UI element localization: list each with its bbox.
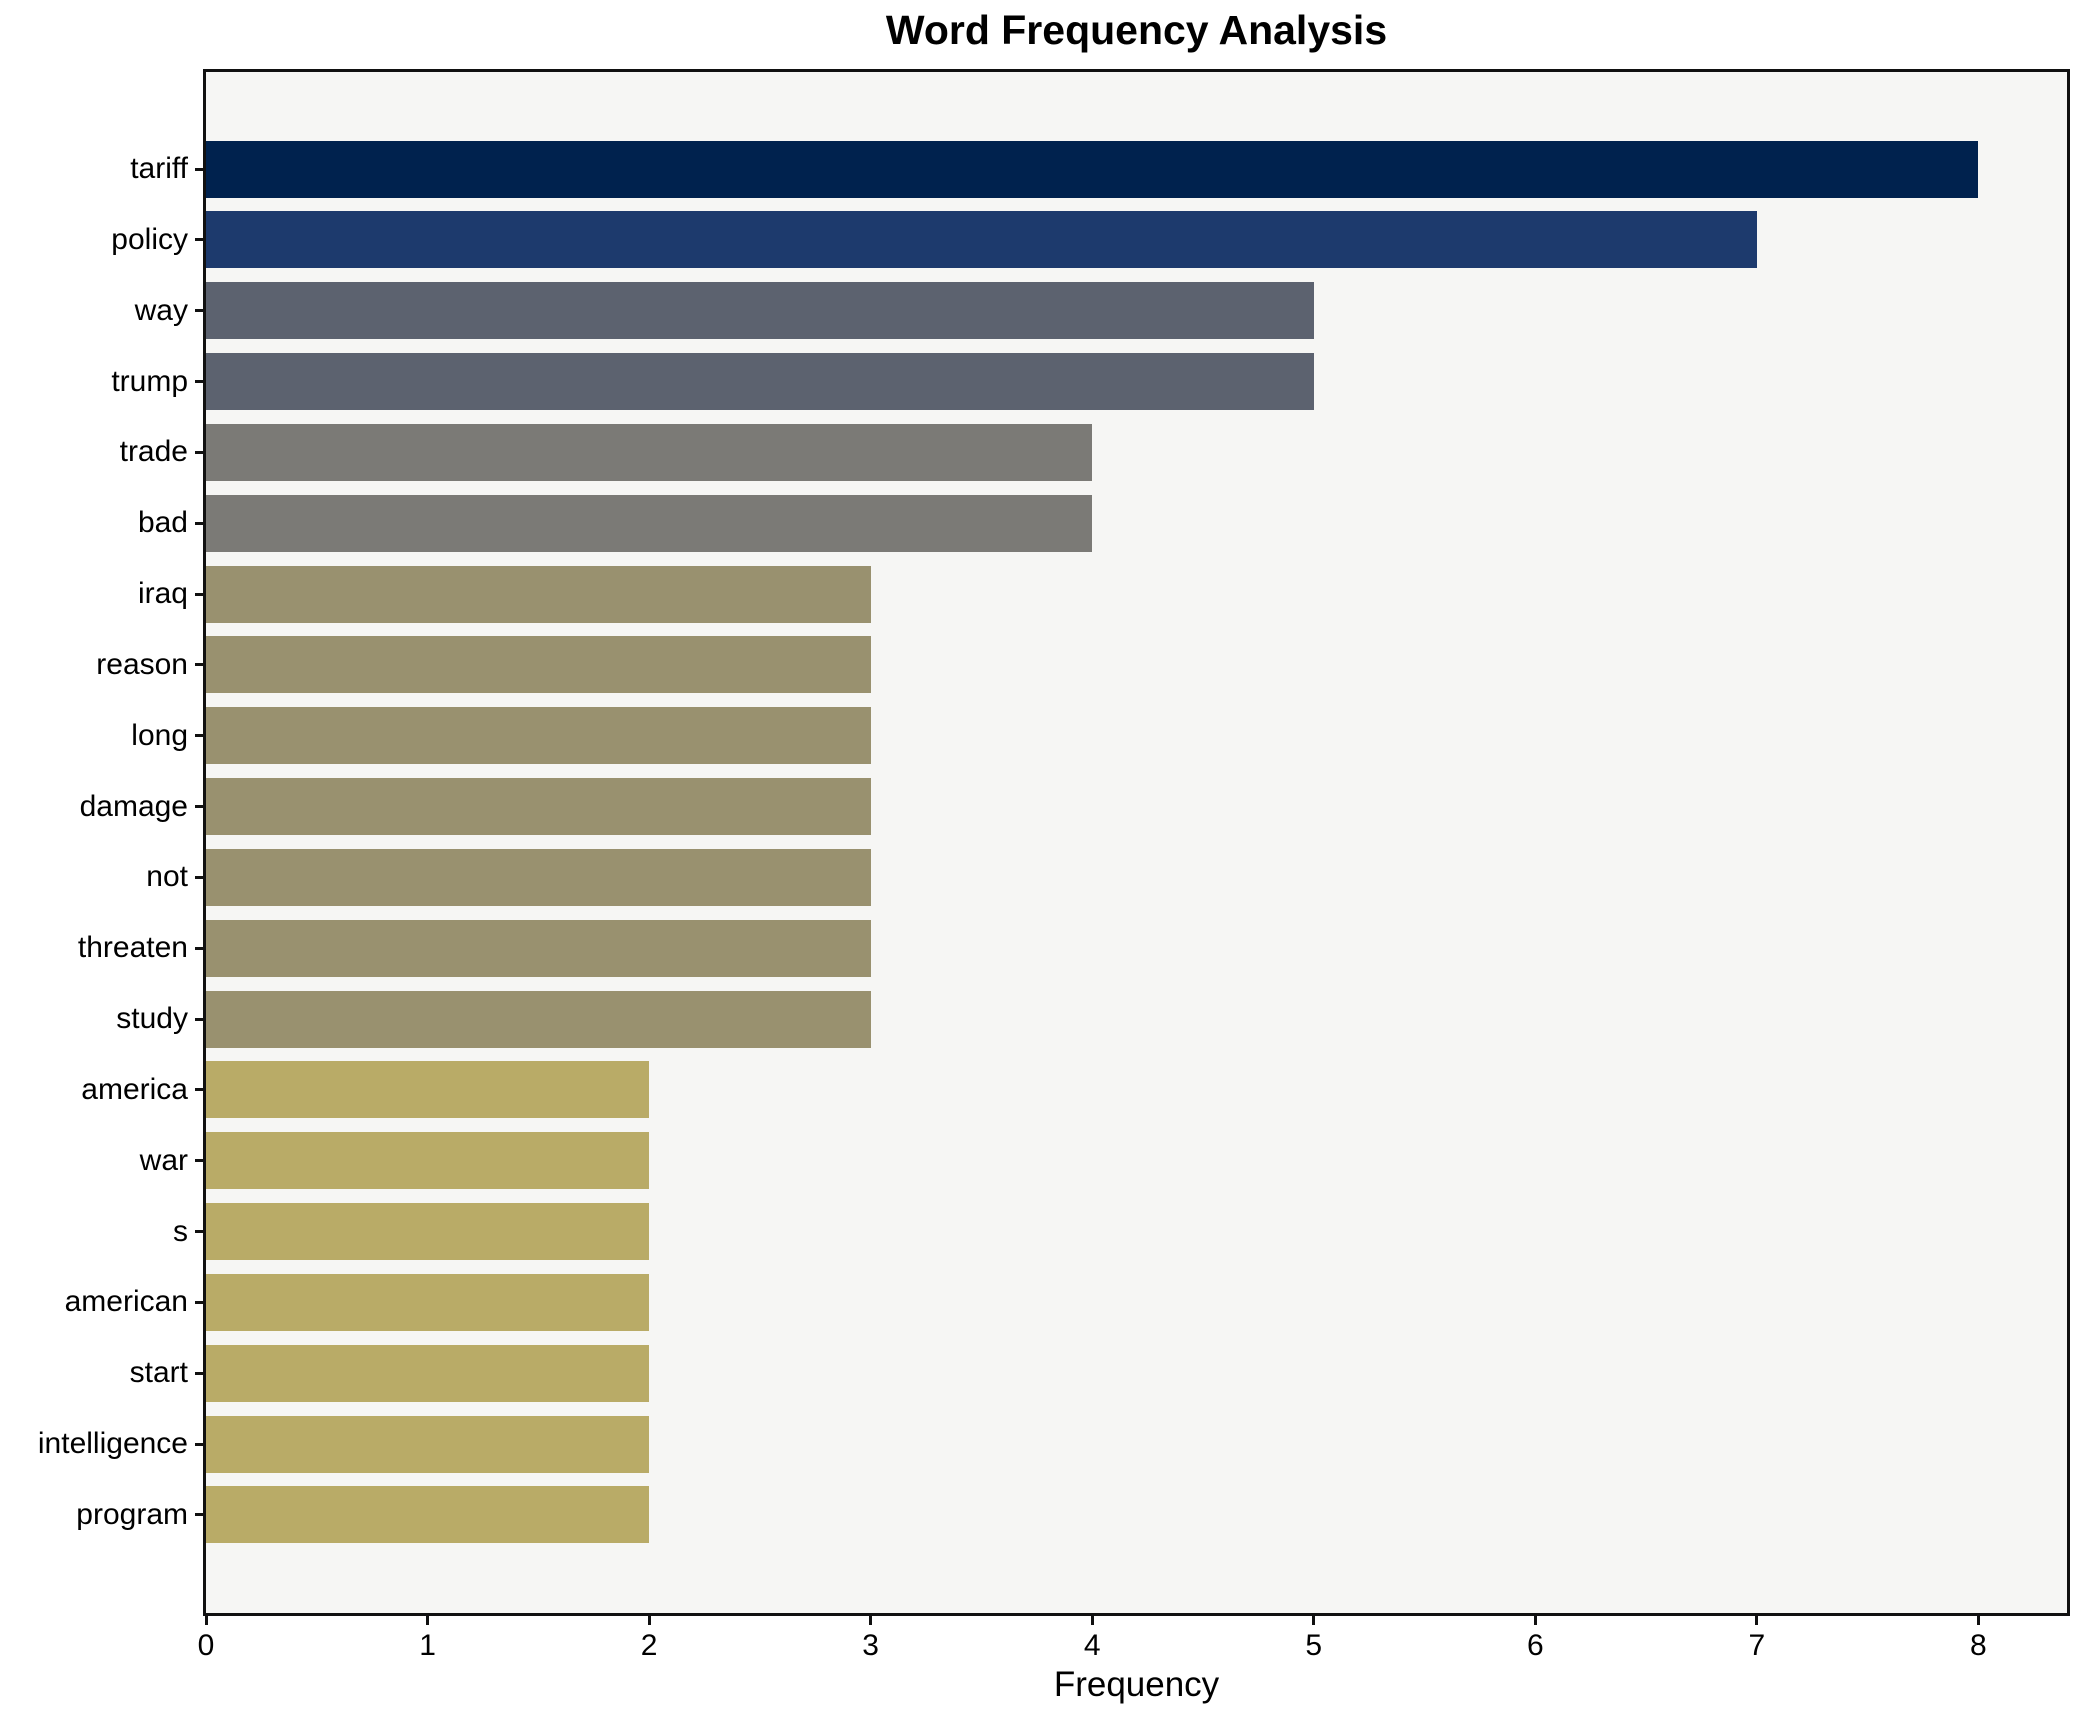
bar-start — [206, 1344, 650, 1402]
bar-trade — [206, 423, 1093, 481]
x-axis-label: Frequency — [1053, 1665, 1220, 1704]
x-tick-label: 3 — [862, 1629, 879, 1662]
y-tick-mark — [195, 309, 206, 313]
x-tick-label: 0 — [197, 1629, 215, 1662]
y-tick-mark — [195, 1230, 206, 1234]
y-tick-label: reason — [96, 647, 188, 681]
bar-bad — [206, 494, 1093, 552]
x-tick-label: 4 — [1083, 1629, 1101, 1662]
bar-not — [206, 848, 871, 906]
x-tick-mark — [1976, 1613, 1980, 1625]
bar-intelligence — [206, 1415, 650, 1473]
y-tick-mark — [195, 380, 206, 384]
y-tick-label: trump — [111, 364, 188, 398]
x-tick-label: 1 — [419, 1629, 436, 1662]
y-tick-mark — [195, 1017, 206, 1021]
y-tick-mark — [195, 1159, 206, 1163]
y-tick-label: way — [134, 293, 188, 327]
bar-study — [206, 990, 871, 1048]
bar-damage — [206, 778, 871, 836]
bar-war — [206, 1132, 650, 1190]
y-tick-label: america — [81, 1072, 188, 1106]
x-tick-label: 8 — [1970, 1629, 1987, 1662]
x-tick-mark — [1755, 1613, 1759, 1625]
bar-reason — [206, 636, 871, 694]
y-tick-label: bad — [137, 506, 188, 540]
y-tick-mark — [195, 734, 206, 738]
y-tick-mark — [195, 1513, 206, 1517]
plot-area — [206, 72, 2067, 1613]
y-tick-label: not — [146, 860, 188, 894]
y-tick-mark — [195, 1300, 206, 1304]
y-tick-mark — [195, 238, 206, 242]
bar-program — [206, 1486, 650, 1544]
x-tick-mark — [426, 1613, 430, 1625]
bar-american — [206, 1273, 650, 1331]
x-tick-label: 2 — [640, 1629, 658, 1662]
y-tick-mark — [195, 663, 206, 667]
y-tick-mark — [195, 450, 206, 454]
bar-s — [206, 1203, 650, 1261]
y-tick-label: iraq — [137, 577, 188, 611]
y-tick-label: threaten — [77, 931, 188, 965]
y-tick-label: damage — [79, 789, 188, 823]
x-tick-mark — [647, 1613, 651, 1625]
x-tick-mark — [204, 1613, 208, 1625]
bar-long — [206, 707, 871, 765]
bar-america — [206, 1061, 650, 1119]
y-tick-mark — [195, 167, 206, 171]
y-tick-label: policy — [111, 222, 188, 256]
y-tick-mark — [195, 875, 206, 879]
y-tick-label: trade — [119, 435, 188, 469]
x-tick-mark — [1090, 1613, 1094, 1625]
x-tick-mark — [1312, 1613, 1316, 1625]
y-tick-label: war — [139, 1143, 188, 1177]
x-tick-mark — [869, 1613, 873, 1625]
chart-title: Word Frequency Analysis — [885, 7, 1388, 53]
x-tick-label: 5 — [1305, 1629, 1323, 1662]
y-tick-label: american — [64, 1285, 188, 1319]
bar-iraq — [206, 565, 871, 623]
bar-tariff — [206, 140, 1979, 198]
bar-way — [206, 282, 1314, 340]
y-tick-mark — [195, 805, 206, 809]
bar-threaten — [206, 919, 871, 977]
y-tick-label: start — [129, 1356, 188, 1390]
y-tick-mark — [195, 946, 206, 950]
y-tick-label: program — [76, 1497, 188, 1531]
y-tick-mark — [195, 1088, 206, 1092]
y-tick-mark — [195, 521, 206, 525]
bar-trump — [206, 353, 1314, 411]
bar-policy — [206, 211, 1757, 269]
y-tick-mark — [195, 1371, 206, 1375]
x-tick-label: 7 — [1748, 1629, 1766, 1662]
y-tick-label: long — [131, 718, 188, 752]
y-tick-label: tariff — [130, 152, 188, 185]
x-tick-mark — [1533, 1613, 1537, 1625]
x-tick-label: 6 — [1526, 1629, 1544, 1662]
y-tick-mark — [195, 592, 206, 596]
y-tick-mark — [195, 1442, 206, 1446]
y-tick-label: study — [116, 1002, 188, 1036]
y-tick-label: s — [173, 1214, 188, 1248]
y-tick-label: intelligence — [37, 1427, 188, 1461]
